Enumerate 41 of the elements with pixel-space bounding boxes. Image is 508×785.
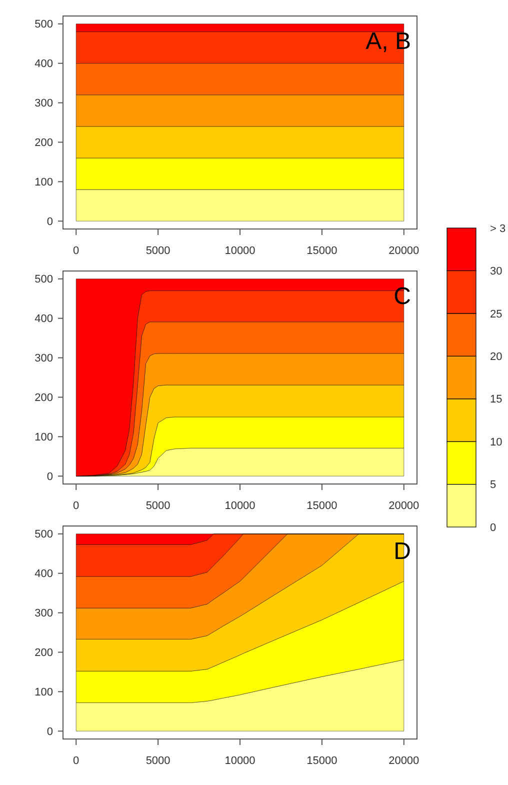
y-tick-label: 100 [34, 432, 53, 444]
x-tick-label: 10000 [224, 500, 256, 512]
x-tick-label: 15000 [306, 500, 338, 512]
x-tick-label: 0 [73, 500, 80, 512]
y-tick-label: 0 [490, 522, 496, 534]
y-tick-label: 100 [34, 176, 53, 189]
y-tick-label: 400 [34, 313, 53, 326]
x-tick-label: 10000 [224, 755, 256, 767]
y-tick-label: 30 [490, 266, 502, 278]
y-tick-label: 0 [46, 216, 53, 228]
y-tick-label: 100 [34, 686, 53, 699]
x-tick-label: 5000 [146, 755, 170, 767]
x-tick-label: 20000 [388, 500, 420, 512]
x-tick-label: 0 [73, 245, 80, 257]
y-tick-label: 400 [34, 568, 53, 580]
y-tick-label: 500 [34, 18, 53, 31]
y-tick-label: 200 [34, 137, 53, 150]
y-tick-label: 15 [490, 394, 502, 406]
y-tick-label: 25 [490, 308, 502, 320]
x-tick-label: 15000 [306, 245, 338, 257]
y-tick-label: 200 [34, 647, 53, 660]
y-tick-label: 10 [490, 436, 502, 448]
x-tick-label: 15000 [306, 755, 338, 767]
y-tick-label: 0 [46, 726, 53, 738]
x-tick-label: 20000 [388, 245, 420, 257]
x-tick-label: 10000 [224, 245, 256, 257]
y-tick-label: 300 [34, 608, 53, 620]
y-tick-label: 5 [490, 479, 496, 492]
x-tick-label: 20000 [388, 755, 420, 767]
y-tick-label: 20 [490, 350, 502, 363]
y-tick-label: 500 [34, 274, 53, 286]
y-tick-label: 400 [34, 58, 53, 70]
x-tick-label: 5000 [146, 500, 170, 512]
x-tick-label: 0 [73, 755, 80, 767]
y-tick-label: 300 [34, 98, 53, 110]
x-tick-label: 5000 [146, 245, 170, 257]
y-tick-label: 200 [34, 392, 53, 404]
y-tick-label: 300 [34, 352, 53, 365]
y-tick-label: 500 [34, 528, 53, 541]
y-tick-label: > 3 [490, 222, 506, 235]
y-tick-label: 0 [46, 470, 53, 483]
